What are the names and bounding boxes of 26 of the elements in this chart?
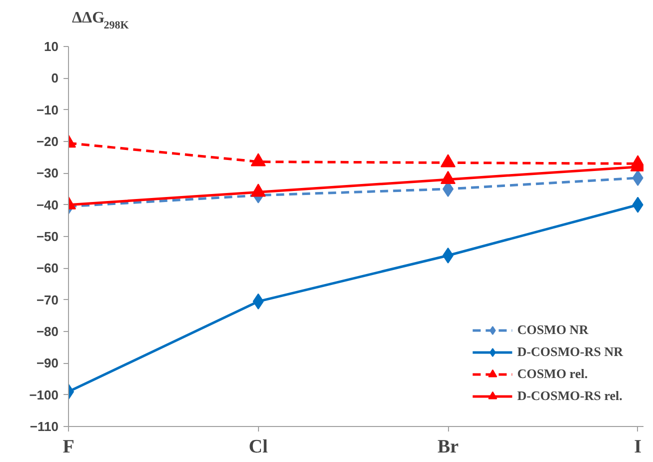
y-tick-label: −100	[29, 387, 59, 402]
y-tick-label: −60	[36, 260, 59, 276]
y-tick-label: −90	[36, 356, 59, 371]
point	[250, 184, 266, 197]
y-tick-label: −20	[36, 134, 59, 149]
x-tick-label: Cl	[248, 436, 268, 458]
point	[440, 154, 456, 168]
y-tick-label: −80	[36, 324, 59, 339]
y-tick-label: −110	[30, 419, 59, 434]
legend-label: D-COSMO-RS NR	[517, 344, 623, 360]
y-tick-label: −30	[36, 166, 59, 181]
y-tick-label: 0	[51, 70, 59, 86]
y-tick-label: 10	[44, 39, 59, 54]
legend-label: COSMO NR	[517, 322, 588, 338]
x-tick-label: Br	[437, 436, 460, 458]
legend-label: COSMO rel.	[517, 366, 588, 382]
point	[442, 248, 454, 264]
y-tick-label: −10	[36, 102, 59, 118]
y-tick-label: −70	[36, 292, 59, 308]
point	[250, 153, 266, 166]
legend-label: D-COSMO-RS rel.	[517, 388, 622, 404]
x-tick-label: F	[62, 436, 74, 458]
x-tick-label: I	[634, 436, 642, 458]
y-tick-label: −40	[36, 197, 59, 212]
point	[440, 170, 456, 184]
y-tick-label: −50	[36, 229, 59, 244]
